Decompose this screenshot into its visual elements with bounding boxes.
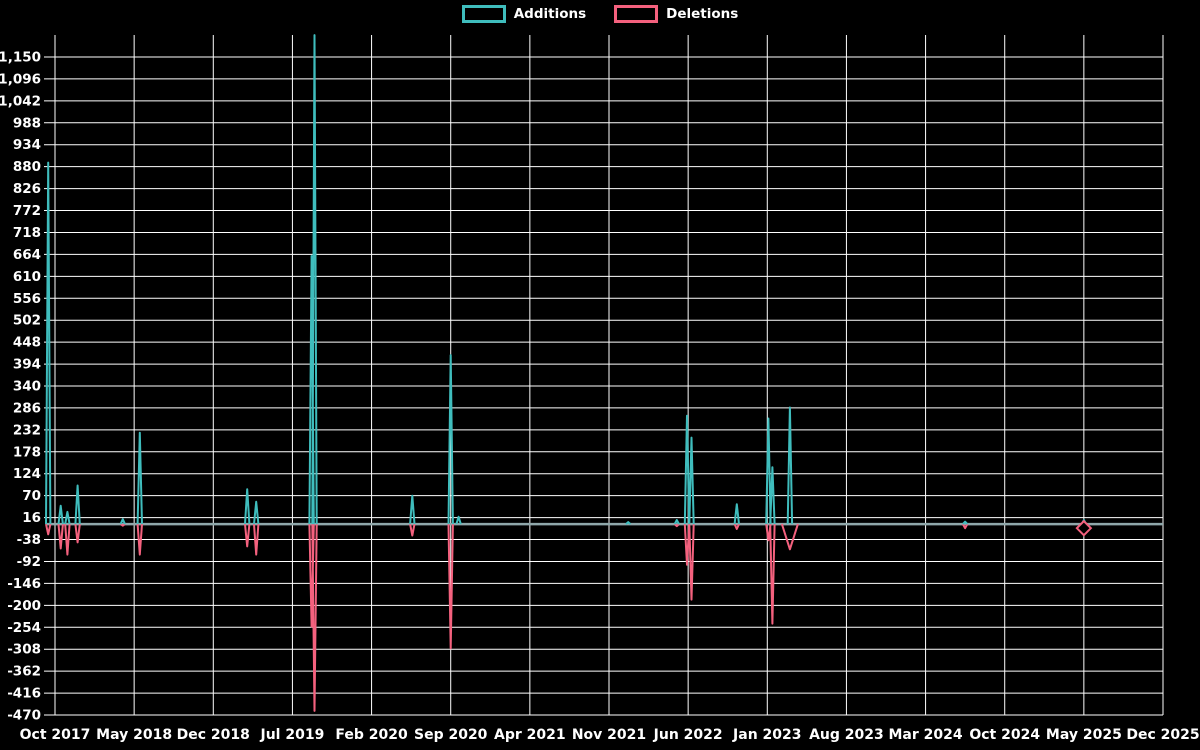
y-axis-label: 718 bbox=[13, 225, 41, 241]
y-axis-label: -92 bbox=[17, 554, 41, 570]
x-axis-label: May 2025 bbox=[1046, 727, 1122, 743]
y-axis-label: 556 bbox=[13, 291, 41, 307]
x-axis-label: Nov 2021 bbox=[572, 727, 646, 743]
y-axis-label: -146 bbox=[7, 576, 41, 592]
y-axis-label: 1,042 bbox=[0, 93, 41, 109]
chart-legend: Additions Deletions bbox=[0, 5, 1200, 23]
y-axis-label: 826 bbox=[13, 181, 41, 197]
deletions-swatch-icon bbox=[614, 5, 659, 23]
y-axis-label: -416 bbox=[7, 686, 41, 702]
x-axis-label: Jun 2022 bbox=[653, 727, 723, 743]
y-axis-label: 232 bbox=[13, 422, 41, 438]
y-axis-label: 1,150 bbox=[0, 50, 41, 66]
x-axis-label: Aug 2023 bbox=[809, 727, 884, 743]
x-axis-label: Oct 2017 bbox=[20, 727, 91, 743]
y-axis-label: 70 bbox=[22, 488, 41, 504]
x-axis-label: May 2018 bbox=[96, 727, 172, 743]
y-axis-label: -38 bbox=[17, 532, 41, 548]
legend-item-additions[interactable]: Additions bbox=[461, 5, 587, 23]
legend-additions-label: Additions bbox=[513, 6, 587, 22]
deletions-diamond-marker[interactable] bbox=[1075, 519, 1093, 537]
x-axis-label: Apr 2021 bbox=[494, 727, 566, 743]
additions-swatch-icon bbox=[461, 5, 506, 23]
x-axis-label: Feb 2020 bbox=[335, 727, 408, 743]
x-axis-label: Dec 2025 bbox=[1126, 727, 1199, 743]
y-axis-label: 772 bbox=[13, 203, 41, 219]
y-axis-label: 1,096 bbox=[0, 71, 41, 87]
y-axis-label: 286 bbox=[13, 400, 41, 416]
y-axis-label: -470 bbox=[7, 708, 41, 724]
deletions-series[interactable] bbox=[45, 523, 1088, 712]
x-axis-label: Sep 2020 bbox=[414, 727, 488, 743]
legend-deletions-label: Deletions bbox=[666, 6, 739, 22]
x-axis-label: Dec 2018 bbox=[177, 727, 250, 743]
y-axis-label: 16 bbox=[22, 510, 41, 526]
y-axis-label: 448 bbox=[13, 335, 41, 351]
y-axis-label: -308 bbox=[7, 642, 41, 658]
y-axis-label: 340 bbox=[13, 379, 41, 395]
y-axis-label: 178 bbox=[13, 444, 41, 460]
y-axis-label: 880 bbox=[13, 159, 41, 175]
y-axis-label: -362 bbox=[7, 664, 41, 680]
x-axis-label: Jul 2019 bbox=[260, 727, 325, 743]
y-axis-label: -200 bbox=[7, 598, 41, 614]
legend-item-deletions[interactable]: Deletions bbox=[614, 5, 738, 23]
y-axis-label: 988 bbox=[13, 115, 41, 131]
y-axis-label: 394 bbox=[13, 357, 41, 373]
y-axis-label: -254 bbox=[7, 620, 41, 636]
y-axis-label: 934 bbox=[13, 137, 41, 153]
y-axis-label: 664 bbox=[13, 247, 41, 263]
y-axis-label: 502 bbox=[13, 313, 41, 329]
x-axis-label: Jan 2023 bbox=[732, 727, 801, 743]
x-axis-label: Mar 2024 bbox=[889, 727, 963, 743]
y-axis-label: 610 bbox=[13, 269, 41, 285]
y-axis-label: 124 bbox=[13, 466, 41, 482]
additions-series[interactable] bbox=[45, 34, 1087, 525]
x-axis-label: Oct 2024 bbox=[969, 727, 1040, 743]
